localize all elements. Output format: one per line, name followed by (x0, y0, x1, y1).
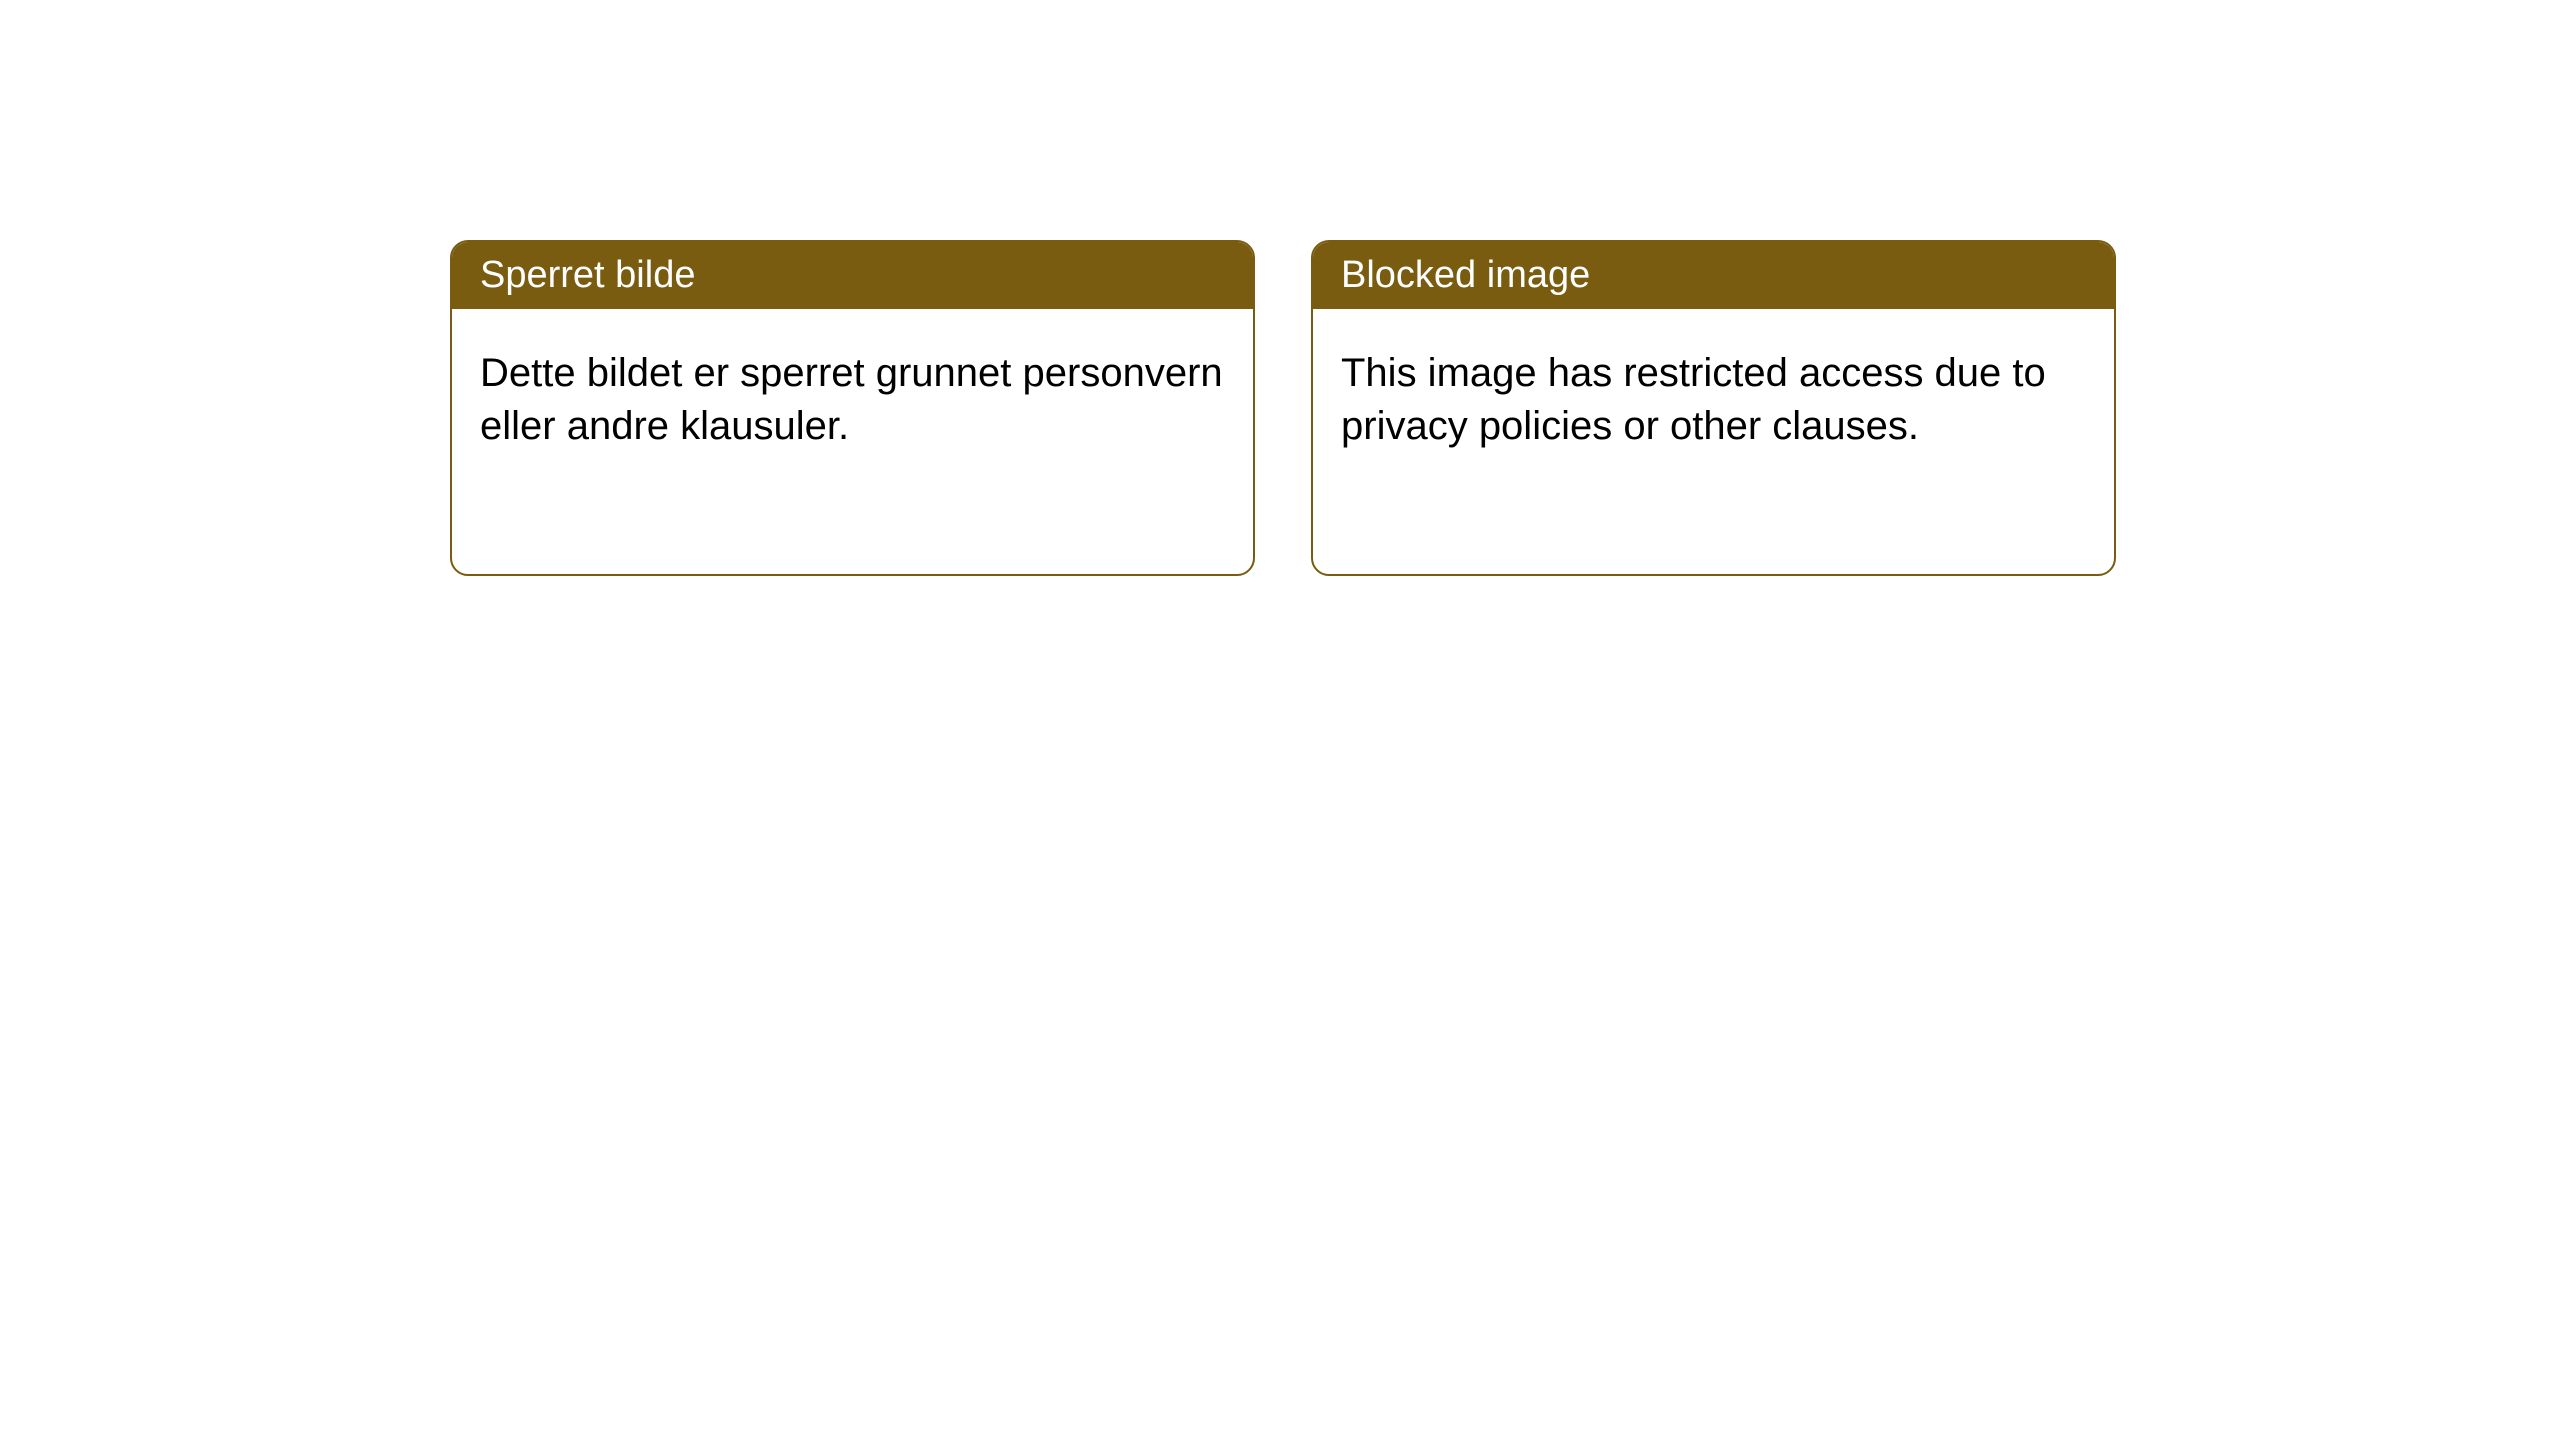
card-body-text: Dette bildet er sperret grunnet personve… (480, 351, 1223, 448)
card-header: Sperret bilde (452, 242, 1253, 309)
card-body-text: This image has restricted access due to … (1341, 351, 2046, 448)
notice-cards-container: Sperret bilde Dette bildet er sperret gr… (0, 0, 2560, 576)
card-body: This image has restricted access due to … (1313, 309, 2114, 491)
card-body: Dette bildet er sperret grunnet personve… (452, 309, 1253, 491)
card-title: Sperret bilde (480, 254, 695, 296)
notice-card-english: Blocked image This image has restricted … (1311, 240, 2116, 576)
card-header: Blocked image (1313, 242, 2114, 309)
notice-card-norwegian: Sperret bilde Dette bildet er sperret gr… (450, 240, 1255, 576)
card-title: Blocked image (1341, 254, 1590, 296)
